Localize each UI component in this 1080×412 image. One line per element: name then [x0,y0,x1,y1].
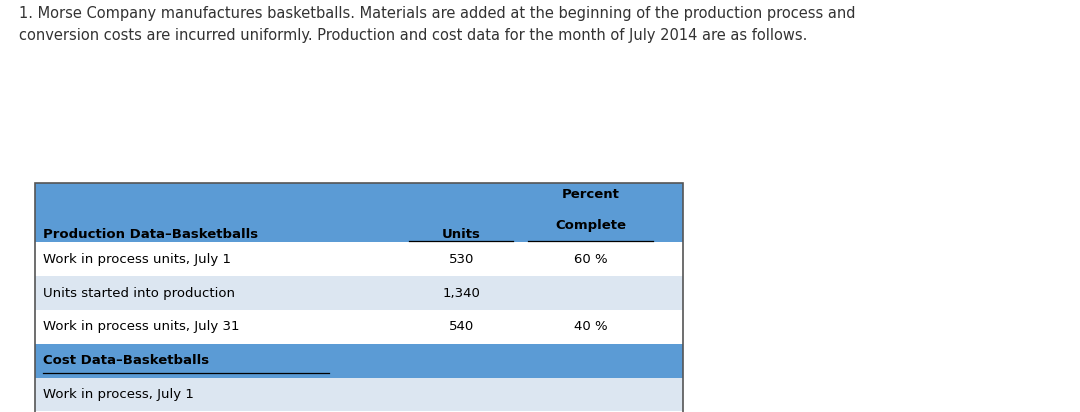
FancyBboxPatch shape [35,183,683,242]
Text: Complete: Complete [555,219,626,232]
Text: Units: Units [442,227,481,241]
Text: Percent: Percent [562,188,620,201]
Text: 1. Morse Company manufactures basketballs. Materials are added at the beginning : 1. Morse Company manufactures basketball… [19,6,856,43]
Text: 540: 540 [448,321,474,333]
FancyBboxPatch shape [35,411,683,412]
Text: 60 %: 60 % [573,253,608,266]
Text: Work in process units, July 1: Work in process units, July 1 [43,253,231,266]
Text: Work in process units, July 31: Work in process units, July 31 [43,321,240,333]
Text: Production Data–Basketballs: Production Data–Basketballs [43,227,258,241]
Text: Cost Data–Basketballs: Cost Data–Basketballs [43,354,210,367]
Text: 1,340: 1,340 [442,287,481,300]
FancyBboxPatch shape [35,242,683,276]
Text: 530: 530 [448,253,474,266]
FancyBboxPatch shape [35,310,683,344]
FancyBboxPatch shape [35,344,683,377]
Text: Work in process, July 1: Work in process, July 1 [43,388,194,401]
FancyBboxPatch shape [35,276,683,310]
Text: 40 %: 40 % [573,321,608,333]
FancyBboxPatch shape [35,377,683,411]
Text: Units started into production: Units started into production [43,287,235,300]
